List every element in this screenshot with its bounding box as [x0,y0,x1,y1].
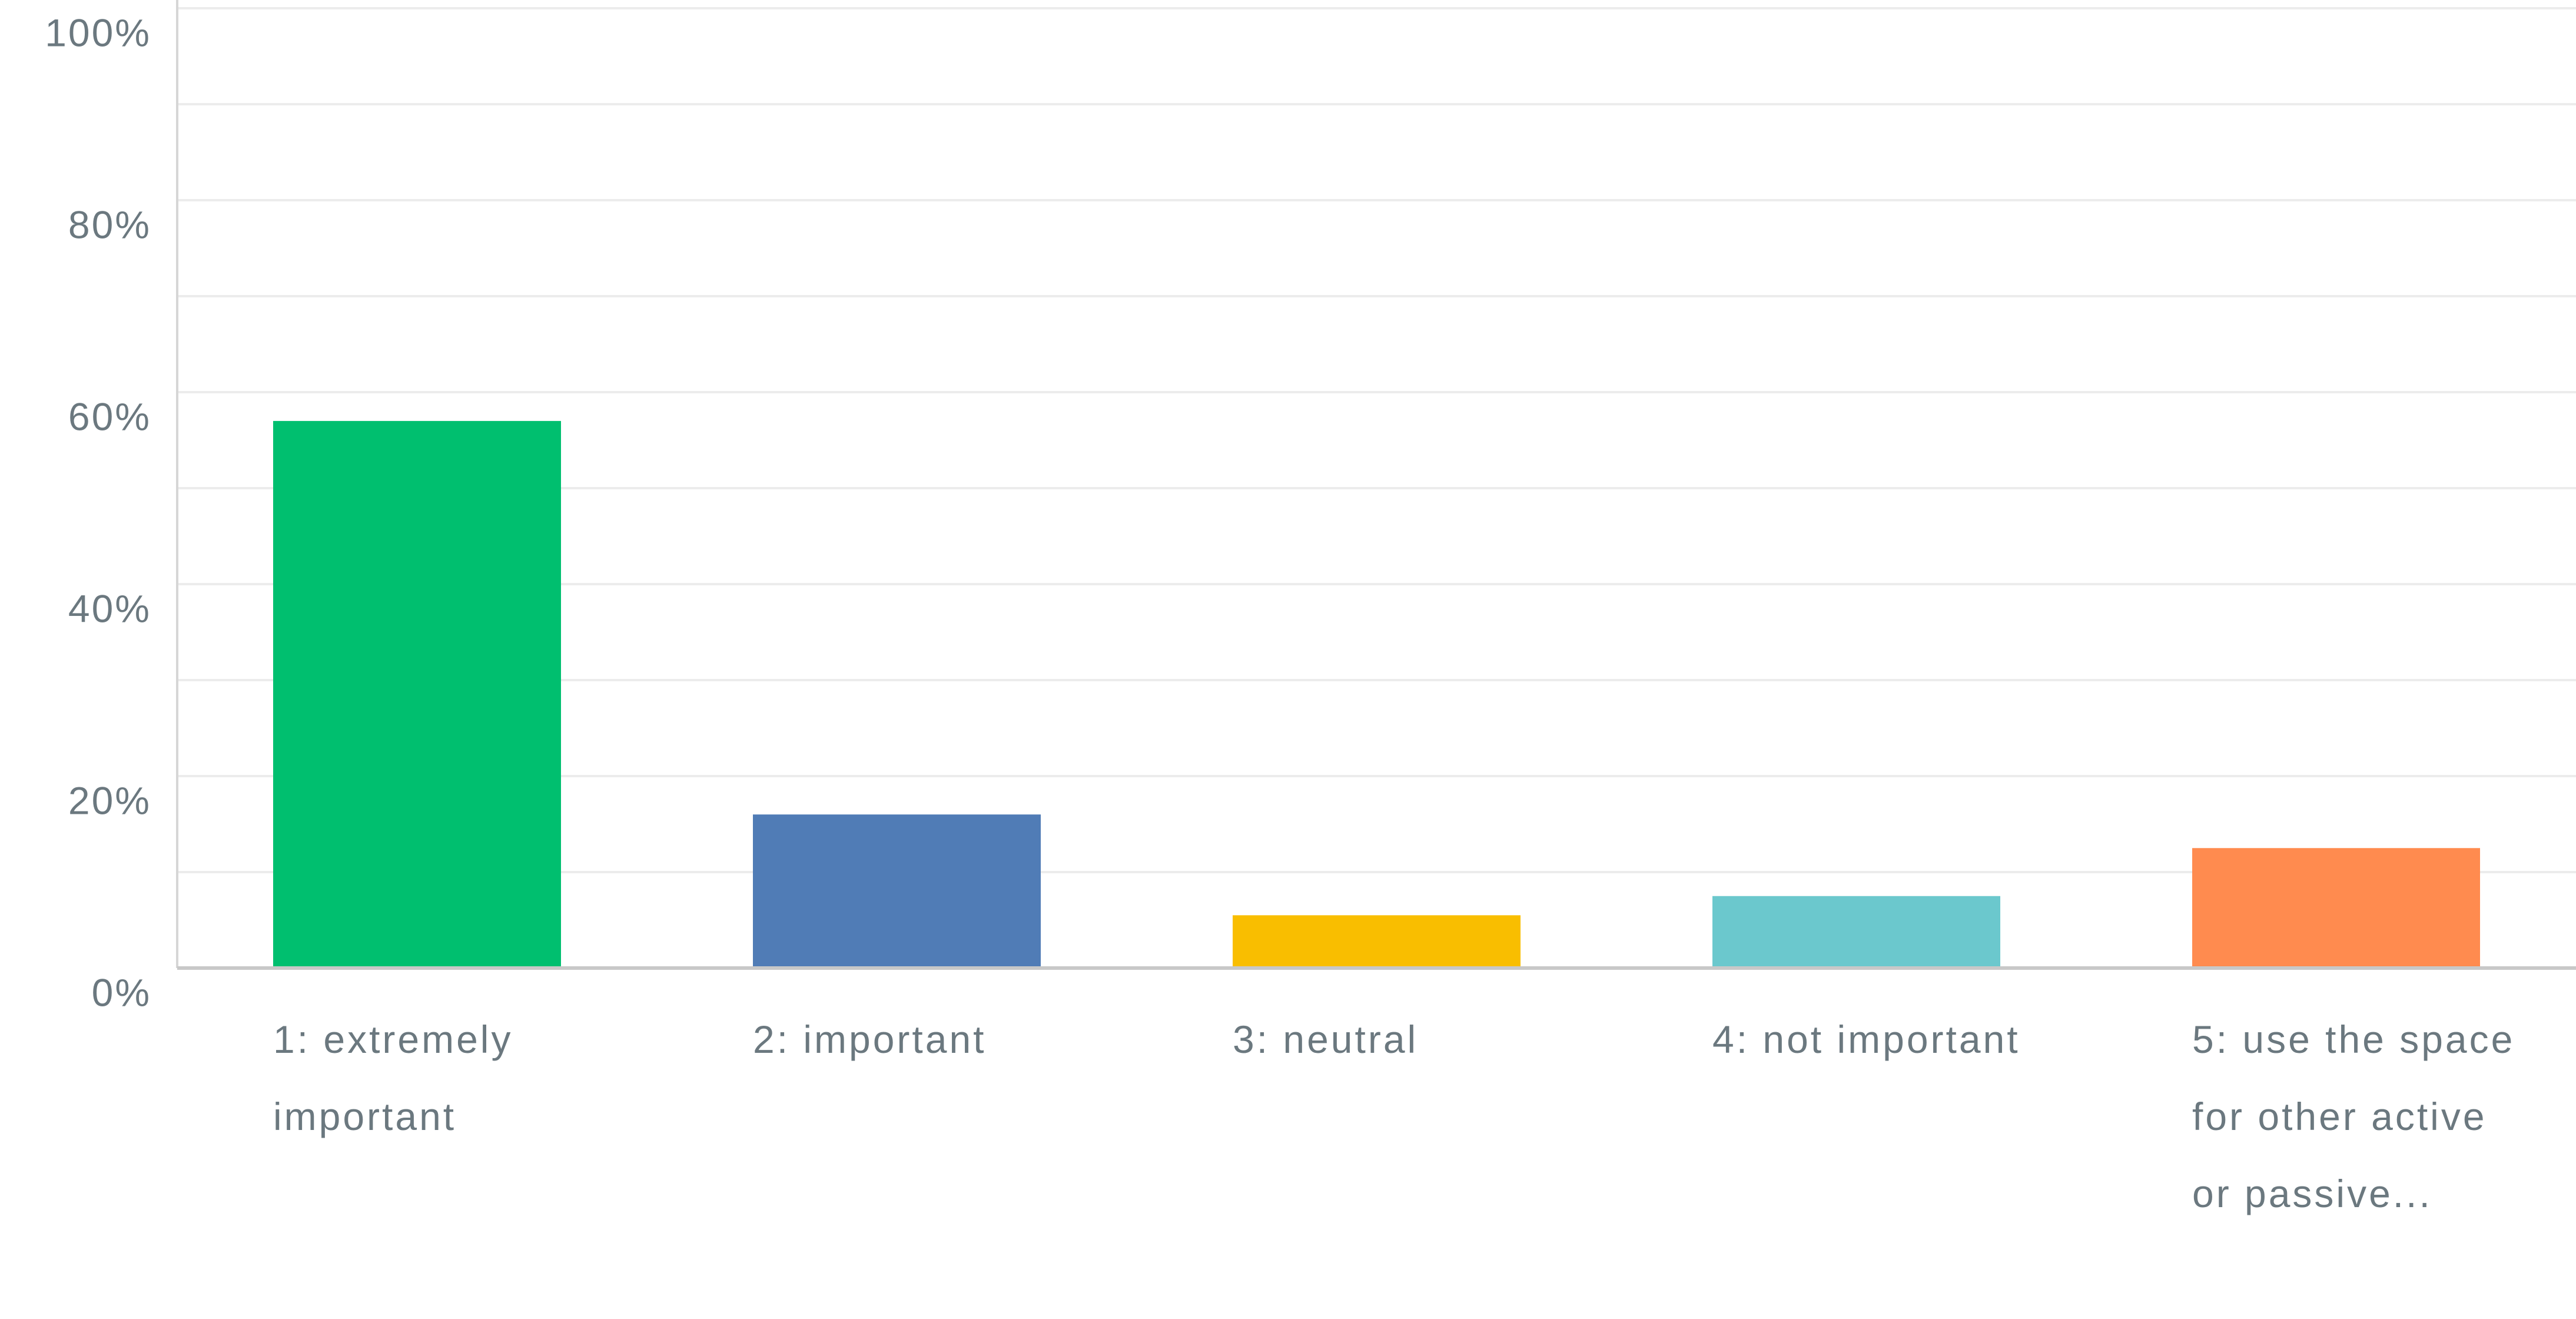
x-tick-label: 3: neutral [1233,1018,1419,1061]
x-tick-label: 2: important [753,1018,987,1061]
x-tick-label-box: 1: extremely important [273,1018,513,1138]
y-tick-label: 40% [68,586,151,630]
y-tick-label: 20% [68,778,151,822]
bar [1233,915,1521,968]
x-tick-label-box: 4: not important [1712,1018,2020,1061]
x-tick-label: 1: extremely important [273,1018,513,1138]
bar [1712,896,2000,968]
bar [2192,848,2480,968]
bar [753,814,1041,968]
x-tick-label-box: 2: important [753,1018,987,1061]
y-tick-label: 100% [45,11,151,54]
x-tick-label-box: 3: neutral [1233,1018,1419,1061]
y-tick-label: 0% [92,970,151,1014]
y-tick-label: 60% [68,395,151,438]
x-tick-label-box: 5: use the space for other active or pas… [2192,1018,2515,1215]
x-tick-label: 4: not important [1712,1018,2020,1061]
y-tick-label: 80% [68,203,151,246]
bar [273,420,561,968]
x-tick-label: 5: use the space for other active or pas… [2192,1018,2515,1215]
